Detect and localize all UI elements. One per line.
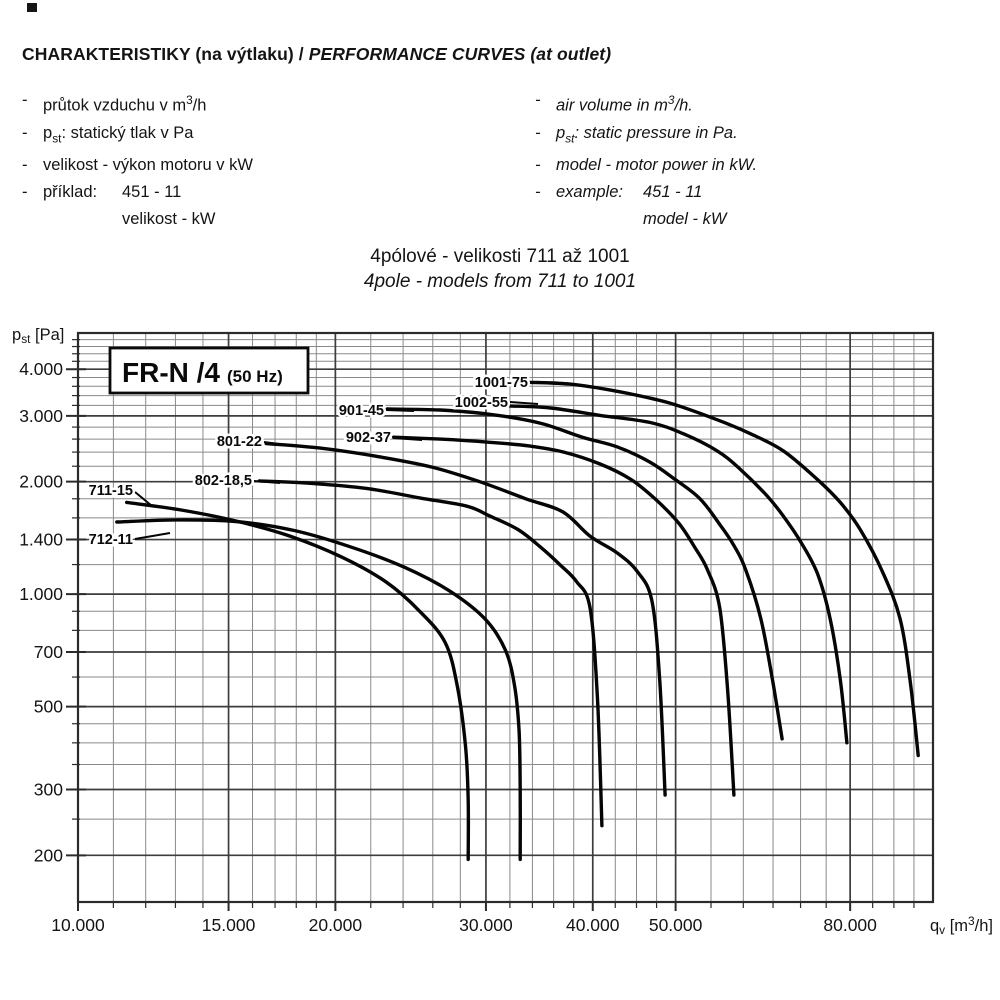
notes-english: - air volume in m3/h. - pst: static pressur…	[535, 87, 757, 233]
curve-label-leader	[529, 381, 559, 385]
bullet-dash: -	[22, 91, 28, 109]
grid-minor	[78, 333, 933, 902]
curve-label-leader	[263, 441, 293, 447]
x-tick-label: 40.000	[566, 915, 620, 935]
curve-label-leader	[253, 480, 281, 484]
note-value: 451 - 11	[122, 182, 182, 201]
curve-label: 901-45	[339, 403, 384, 419]
page-title-czech: CHARAKTERISTIKY (na výtlaku) /	[22, 44, 309, 64]
curve-802-18-5	[257, 479, 604, 828]
curve-label-leader	[392, 437, 423, 441]
bullet-dash: -	[535, 91, 541, 109]
note-item: - pst: static pressure in Pa.	[535, 120, 757, 152]
page-title-english: PERFORMANCE CURVES (at outlet)	[308, 44, 612, 64]
y-tick-label: 300	[34, 780, 63, 800]
curve-1002-55	[508, 404, 849, 745]
note-item: - model - motor power in kW.	[535, 152, 757, 179]
bullet-dash: -	[22, 155, 28, 174]
x-tick-label: 15.000	[202, 915, 256, 935]
y-tick-label: 2.000	[19, 472, 63, 492]
curve-label: 802-18,5	[195, 473, 252, 489]
y-axis-unit-label: pst [Pa]	[12, 326, 64, 346]
plot-border	[76, 331, 935, 904]
curve-labels: 711-15 712-11 802-18,5 801-22 902-37 901-45 10…	[86, 373, 559, 551]
curve-label-leader	[134, 491, 153, 507]
x-tick-label: 50.000	[649, 915, 703, 935]
axis-tick-labels: 10.000 15.000 20.000 30.000 40.000 50.000 80.0…	[19, 359, 877, 935]
note-value: model - kW	[643, 209, 727, 228]
page-mark	[27, 3, 37, 12]
chart-subtitle-czech: 4pólové - velikosti 711 až 1001	[370, 246, 630, 267]
note-value: 451 - 11	[643, 182, 703, 201]
note-value: velikost - kW	[122, 209, 216, 228]
curve-712-11	[115, 518, 522, 862]
note-item: - air volume in m3/h.	[535, 87, 757, 120]
curve-label-leader	[134, 532, 171, 540]
note-item: velikost - kW	[22, 206, 253, 233]
note-item: model - kW	[535, 206, 757, 233]
note-item: - průtok vzduchu v m3/h	[22, 87, 253, 120]
page-title: CHARAKTERISTIKY (na výtlaku) / PERFORMAN…	[22, 44, 611, 65]
curve-label: 1002-55	[455, 395, 508, 411]
curve-label: 902-37	[346, 430, 391, 446]
curve-901-45	[385, 407, 784, 741]
curve-label: 712-11	[89, 532, 133, 548]
note-text: pst: statický tlak v Pa	[43, 123, 194, 145]
bullet-dash: -	[22, 123, 28, 142]
chart-subtitle: 4pólové - velikosti 711 až 1001 4pole - …	[0, 244, 1000, 294]
bullet-dash: -	[22, 182, 28, 201]
grid-major	[78, 333, 933, 902]
curve-711-15	[125, 500, 471, 862]
y-tick-label: 500	[34, 697, 63, 717]
note-item: - example: 451 - 11	[535, 179, 757, 206]
curve-label-leader	[385, 409, 415, 412]
curve-1001-75	[526, 380, 920, 758]
bullet-dash: -	[535, 123, 541, 142]
note-text: model - motor power in kW.	[556, 155, 758, 174]
chart-subtitle-english: 4pole - models from 711 to 1001	[363, 271, 637, 292]
note-item: - pst: statický tlak v Pa	[22, 120, 253, 152]
y-tick-label: 700	[34, 642, 63, 662]
note-item: - příklad: 451 - 11	[22, 179, 253, 206]
model-box-frame	[108, 346, 310, 395]
x-tick-label: 80.000	[823, 915, 877, 935]
curve-label: 801-22	[217, 434, 262, 450]
curve-801-22	[264, 441, 667, 797]
note-text: pst: static pressure in Pa.	[556, 123, 738, 145]
curves	[115, 380, 920, 862]
note-text: velikost - výkon motoru v kW	[43, 155, 253, 174]
model-box-label: FR-N /4 (50 Hz)	[122, 357, 283, 388]
curve-label: 1001-75	[475, 375, 528, 391]
note-text: průtok vzduchu v m3/h	[43, 93, 207, 115]
model-box: FR-N /4 (50 Hz)	[108, 346, 310, 395]
y-tick-label: 1.400	[19, 530, 63, 550]
note-text: air volume in m3/h.	[556, 93, 693, 115]
y-tick-label: 3.000	[19, 406, 63, 426]
curve-label-leader	[509, 401, 539, 405]
y-tick-label: 4.000	[19, 359, 63, 379]
x-axis-unit-label: qv [m3/h]	[930, 914, 993, 937]
bullet-dash: -	[535, 182, 541, 201]
x-tick-label: 30.000	[459, 915, 513, 935]
note-item: - velikost - výkon motoru v kW	[22, 152, 253, 179]
curve-902-37	[392, 435, 736, 797]
y-tick-label: 200	[34, 845, 63, 865]
y-tick-label: 1.000	[19, 584, 63, 604]
x-tick-label: 20.000	[309, 915, 363, 935]
notes-czech: - průtok vzduchu v m3/h - pst: statický tla…	[22, 87, 253, 233]
note-text: příklad:	[43, 182, 98, 201]
note-text: example:	[556, 182, 623, 201]
bullet-dash: -	[535, 155, 541, 174]
x-tick-label: 10.000	[51, 915, 105, 935]
curve-label: 711-15	[89, 483, 133, 499]
